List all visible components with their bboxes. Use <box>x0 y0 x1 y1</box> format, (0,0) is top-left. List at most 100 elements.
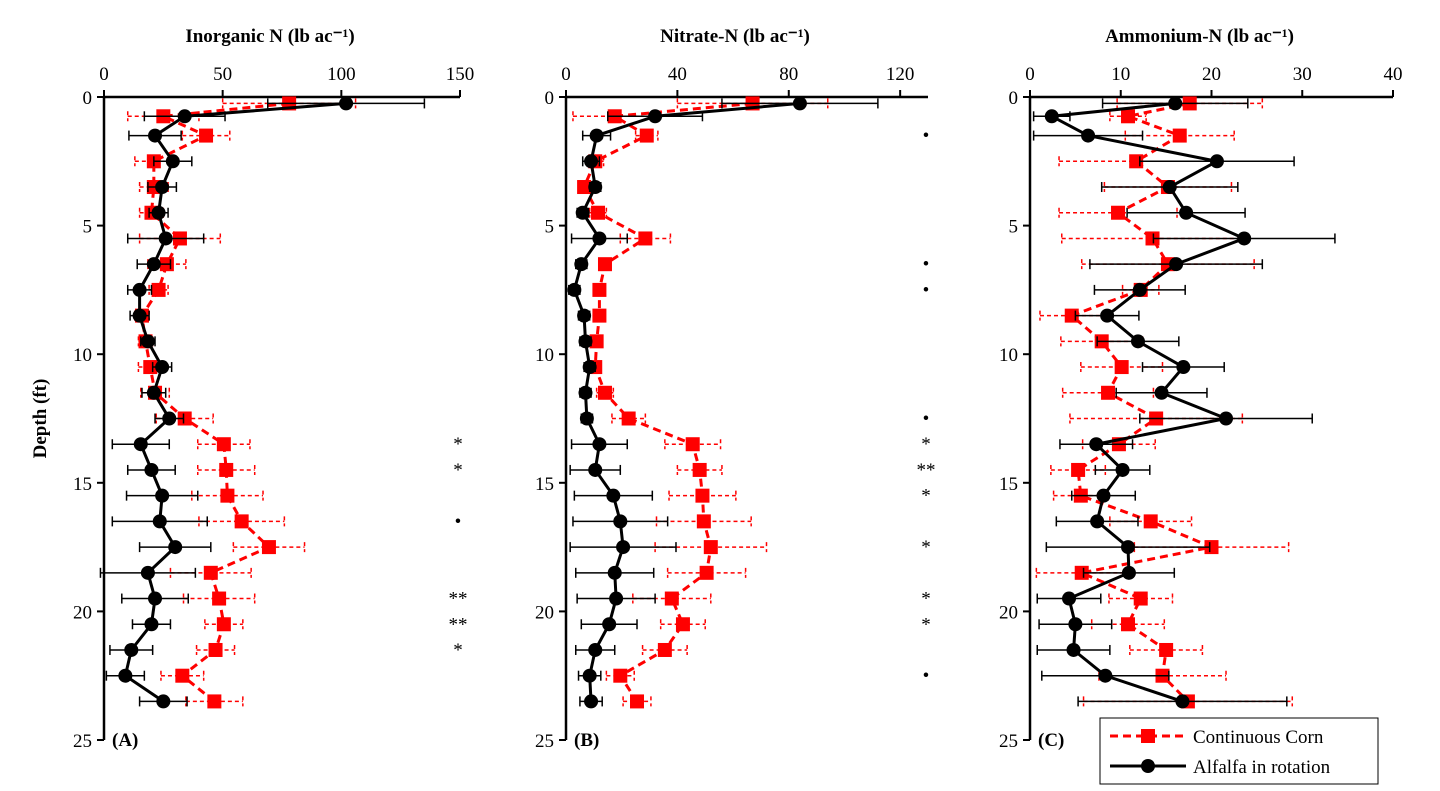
marker <box>577 180 592 195</box>
marker <box>152 514 167 529</box>
marker <box>592 282 607 297</box>
chart-title: Ammonium-N (lb ac⁻¹) <box>1105 26 1294 47</box>
marker <box>1175 694 1190 709</box>
marker <box>146 385 161 400</box>
error-bar <box>1109 516 1193 527</box>
marker <box>1169 257 1184 272</box>
marker <box>567 282 582 297</box>
marker <box>1115 462 1130 477</box>
marker <box>148 591 163 606</box>
marker <box>638 231 653 246</box>
marker <box>591 205 606 220</box>
marker <box>685 437 700 452</box>
marker <box>1172 128 1187 143</box>
legend-label: Continuous Corn <box>1193 727 1324 748</box>
significance-mark: ** <box>917 460 936 481</box>
marker <box>146 257 161 272</box>
significance-mark: * <box>453 460 463 481</box>
significance-mark: ** <box>449 614 468 635</box>
y-tick-label: 15 <box>73 474 92 495</box>
marker <box>175 668 190 683</box>
error-bar <box>622 696 652 707</box>
marker <box>592 231 607 246</box>
marker <box>1143 514 1158 529</box>
chart-title: Inorganic N (lb ac⁻¹) <box>185 26 354 47</box>
marker <box>579 411 594 426</box>
marker <box>1176 360 1191 375</box>
x-tick-label: 0 <box>99 64 109 85</box>
marker <box>609 591 624 606</box>
y-tick-label: 10 <box>73 345 92 366</box>
marker <box>1162 180 1177 195</box>
marker <box>1179 205 1194 220</box>
marker <box>1101 385 1116 400</box>
marker <box>1159 642 1174 657</box>
marker <box>1204 540 1219 555</box>
marker <box>1209 154 1224 169</box>
marker <box>155 488 170 503</box>
error-bar <box>634 130 659 141</box>
y-tick-label: 10 <box>535 345 554 366</box>
marker <box>140 565 155 580</box>
x-tick-label: 120 <box>886 64 915 85</box>
marker <box>584 154 599 169</box>
marker <box>589 128 604 143</box>
error-bar <box>654 542 768 553</box>
error-bar <box>668 490 737 501</box>
series-line <box>572 101 801 702</box>
marker <box>606 488 621 503</box>
marker <box>578 385 593 400</box>
marker <box>588 462 603 477</box>
marker <box>574 257 589 272</box>
y-tick-label: 15 <box>999 474 1018 495</box>
marker <box>588 180 603 195</box>
error-bar <box>664 439 722 450</box>
error-bar <box>676 98 829 109</box>
y-tick-label: 5 <box>83 217 93 238</box>
marker <box>151 282 166 297</box>
marker <box>168 540 183 555</box>
marker <box>165 154 180 169</box>
marker <box>1121 617 1136 632</box>
marker <box>1068 617 1083 632</box>
error-bar <box>619 233 672 244</box>
marker <box>216 617 231 632</box>
marker <box>1145 231 1160 246</box>
marker <box>1237 231 1252 246</box>
significance-mark: • <box>455 511 462 532</box>
marker <box>692 462 707 477</box>
y-tick-label: 5 <box>1009 217 1019 238</box>
marker <box>792 96 807 111</box>
error-bar <box>1082 696 1294 707</box>
error-bar <box>605 670 635 681</box>
marker <box>613 514 628 529</box>
marker <box>151 205 166 220</box>
marker <box>219 462 234 477</box>
marker <box>607 565 622 580</box>
x-tick-label: 50 <box>213 64 232 85</box>
marker <box>1141 759 1155 773</box>
x-tick-label: 150 <box>446 64 475 85</box>
marker <box>1133 591 1148 606</box>
marker <box>124 642 139 657</box>
marker <box>602 617 617 632</box>
error-bar <box>195 644 236 655</box>
series-line <box>582 101 753 703</box>
y-tick-label: 0 <box>545 88 555 109</box>
marker <box>613 668 628 683</box>
marker <box>199 128 214 143</box>
significance-mark: • <box>923 409 930 430</box>
error-bar <box>169 567 252 578</box>
y-tick-label: 25 <box>999 731 1018 752</box>
marker <box>1074 565 1089 580</box>
series-line <box>1068 101 1217 703</box>
marker <box>144 617 159 632</box>
marker <box>703 540 718 555</box>
significance-mark: * <box>921 537 931 558</box>
marker <box>1132 282 1147 297</box>
y-tick-label: 5 <box>545 217 555 238</box>
marker <box>1154 385 1169 400</box>
marker <box>588 642 603 657</box>
y-tick-label: 15 <box>535 474 554 495</box>
y-axis-label: Depth (ft) <box>30 379 51 459</box>
